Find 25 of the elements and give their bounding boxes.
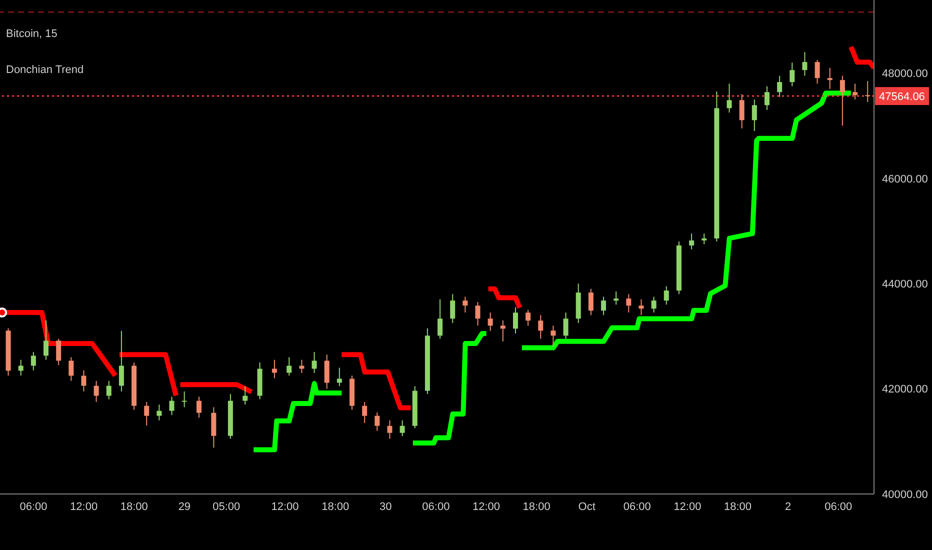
y-tick-label: 44000.00 [882,278,928,290]
y-tick-label: 48000.00 [882,68,928,80]
x-tick-label: 18:00 [120,500,148,513]
y-tick-label: 42000.00 [882,384,928,396]
x-tick-label: 30 [380,500,392,513]
x-tick-label: 06:00 [824,500,852,513]
x-tick-label: 12:00 [70,500,98,513]
x-tick-label: 06:00 [20,500,48,513]
x-tick-label: 2 [785,500,792,513]
text: Donchian Trend [6,64,84,76]
x-tick-label: 29 [178,500,191,513]
text: Bitcoin, 15 [6,28,58,40]
y-tick-label: 46000.00 [882,173,928,186]
x-tick-label: 12:00 [271,500,299,513]
x-tick-label: Oct [578,500,596,513]
x-tick-label: 12:00 [472,500,500,513]
x-tick-label: 06:00 [623,500,651,513]
x-tick-label: 18:00 [522,500,550,513]
x-tick-label: 06:00 [422,500,450,513]
ref-line-label: 47564.06 [879,91,925,104]
x-tick-label: 18:00 [724,500,752,513]
x-tick-label: 18:00 [322,500,350,513]
x-tick-label: 05:00 [212,500,240,513]
y-tick-label: 40000.00 [882,488,928,501]
x-tick-label: 12:00 [674,500,702,513]
